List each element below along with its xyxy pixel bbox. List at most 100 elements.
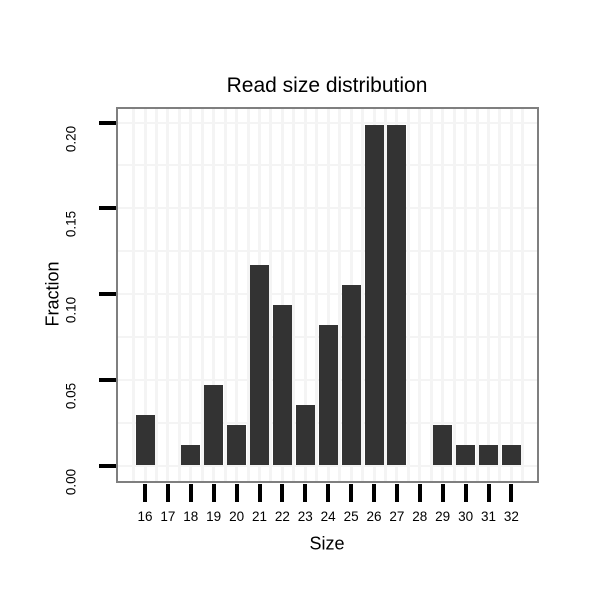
h-gridline-minor	[118, 164, 537, 167]
y-tick-0.15	[99, 206, 116, 211]
x-tick-24	[326, 484, 331, 502]
h-gridline-major	[118, 121, 537, 124]
x-tick-17	[165, 484, 170, 502]
x-tick-label-27: 27	[389, 509, 405, 524]
v-gridline-minor	[452, 109, 456, 481]
x-tick-label-17: 17	[160, 509, 176, 524]
v-gridline-major	[303, 109, 307, 481]
y-axis-title: Fraction	[42, 261, 63, 327]
x-tick-19	[211, 484, 216, 502]
v-gridline-major	[464, 109, 468, 481]
v-gridline-major	[166, 109, 170, 481]
y-tick-label-0.20: 0.20	[63, 125, 79, 152]
bar-size-22	[272, 304, 292, 466]
h-gridline-major	[118, 464, 537, 467]
v-gridline-minor	[154, 109, 158, 481]
v-gridline-major	[509, 109, 513, 481]
x-tick-29	[440, 484, 445, 502]
x-tick-label-30: 30	[458, 509, 474, 524]
x-tick-label-26: 26	[366, 509, 382, 524]
bar-size-27	[387, 124, 407, 466]
v-gridline-minor	[406, 109, 410, 481]
x-tick-label-21: 21	[251, 509, 268, 524]
x-tick-label-32: 32	[503, 509, 519, 524]
bar-size-26	[364, 124, 384, 466]
bar-size-18	[181, 445, 201, 466]
v-gridline-major	[212, 109, 216, 481]
h-gridline-major	[118, 207, 537, 210]
v-gridline-minor	[177, 109, 181, 481]
v-gridline-major	[189, 109, 193, 481]
bar-size-30	[456, 445, 476, 466]
x-tick-label-19: 19	[206, 509, 222, 524]
v-gridline-minor	[246, 109, 250, 481]
y-tick-label-0.05: 0.05	[63, 382, 79, 409]
x-tick-label-16: 16	[137, 509, 153, 524]
v-gridline-minor	[200, 109, 204, 481]
x-tick-label-20: 20	[229, 509, 245, 524]
x-tick-30	[463, 484, 468, 502]
chart-title: Read size distribution	[226, 74, 428, 97]
bar-size-20	[227, 425, 247, 466]
y-tick-label-0.00: 0.00	[63, 468, 79, 495]
v-gridline-minor	[361, 109, 365, 481]
v-gridline-major	[235, 109, 239, 481]
v-gridline-major	[326, 109, 330, 481]
x-tick-label-31: 31	[480, 509, 497, 524]
v-gridline-minor	[315, 109, 319, 481]
v-gridline-major	[487, 109, 490, 481]
v-gridline-minor	[429, 109, 433, 481]
x-tick-label-23: 23	[297, 509, 313, 524]
x-tick-label-28: 28	[412, 509, 428, 524]
x-tick-26	[372, 484, 376, 502]
v-gridline-minor	[223, 109, 227, 481]
x-tick-22	[280, 484, 285, 502]
plot-panel	[116, 107, 539, 483]
x-tick-21	[257, 484, 262, 502]
v-gridline-major	[441, 109, 445, 481]
v-gridline-major	[143, 109, 147, 481]
bar-size-23	[295, 405, 315, 466]
v-gridline-minor	[383, 109, 387, 481]
y-tick-0.10	[99, 292, 116, 296]
v-gridline-minor	[498, 109, 502, 481]
bar-size-32	[501, 445, 521, 466]
v-gridline-minor	[338, 109, 342, 481]
x-tick-25	[349, 484, 354, 502]
x-tick-16	[143, 484, 147, 502]
bar-size-31	[479, 445, 498, 466]
x-tick-31	[486, 484, 491, 502]
v-gridline-minor	[292, 109, 296, 481]
x-tick-label-25: 25	[343, 509, 359, 524]
y-tick-label-0.15: 0.15	[63, 211, 79, 238]
x-tick-23	[303, 484, 308, 502]
y-tick-label-0.10: 0.10	[63, 296, 79, 324]
x-axis-title: Size	[309, 533, 345, 554]
x-tick-28	[417, 484, 422, 502]
v-gridline-minor	[521, 109, 525, 481]
bar-size-29	[433, 425, 453, 466]
v-gridline-minor	[132, 109, 136, 481]
y-tick-0.00	[99, 463, 116, 468]
h-gridline-minor	[118, 250, 537, 253]
y-tick-0.20	[99, 120, 116, 125]
v-gridline-minor	[269, 109, 273, 481]
bar-size-16	[135, 415, 155, 466]
bar-size-21	[250, 264, 269, 466]
v-gridline-major	[418, 109, 422, 481]
x-tick-20	[234, 484, 239, 502]
x-tick-label-29: 29	[435, 509, 451, 524]
h-gridline-major	[118, 293, 537, 295]
bar-size-25	[341, 284, 361, 466]
x-tick-27	[394, 484, 399, 502]
v-gridline-major	[280, 109, 284, 481]
x-tick-18	[188, 484, 193, 502]
bar-size-19	[204, 385, 224, 466]
y-tick-0.05	[99, 377, 116, 382]
x-tick-label-18: 18	[183, 509, 199, 524]
x-tick-32	[509, 484, 514, 502]
v-gridline-minor	[475, 109, 479, 481]
x-tick-label-24: 24	[320, 509, 336, 524]
x-tick-label-22: 22	[274, 509, 290, 524]
